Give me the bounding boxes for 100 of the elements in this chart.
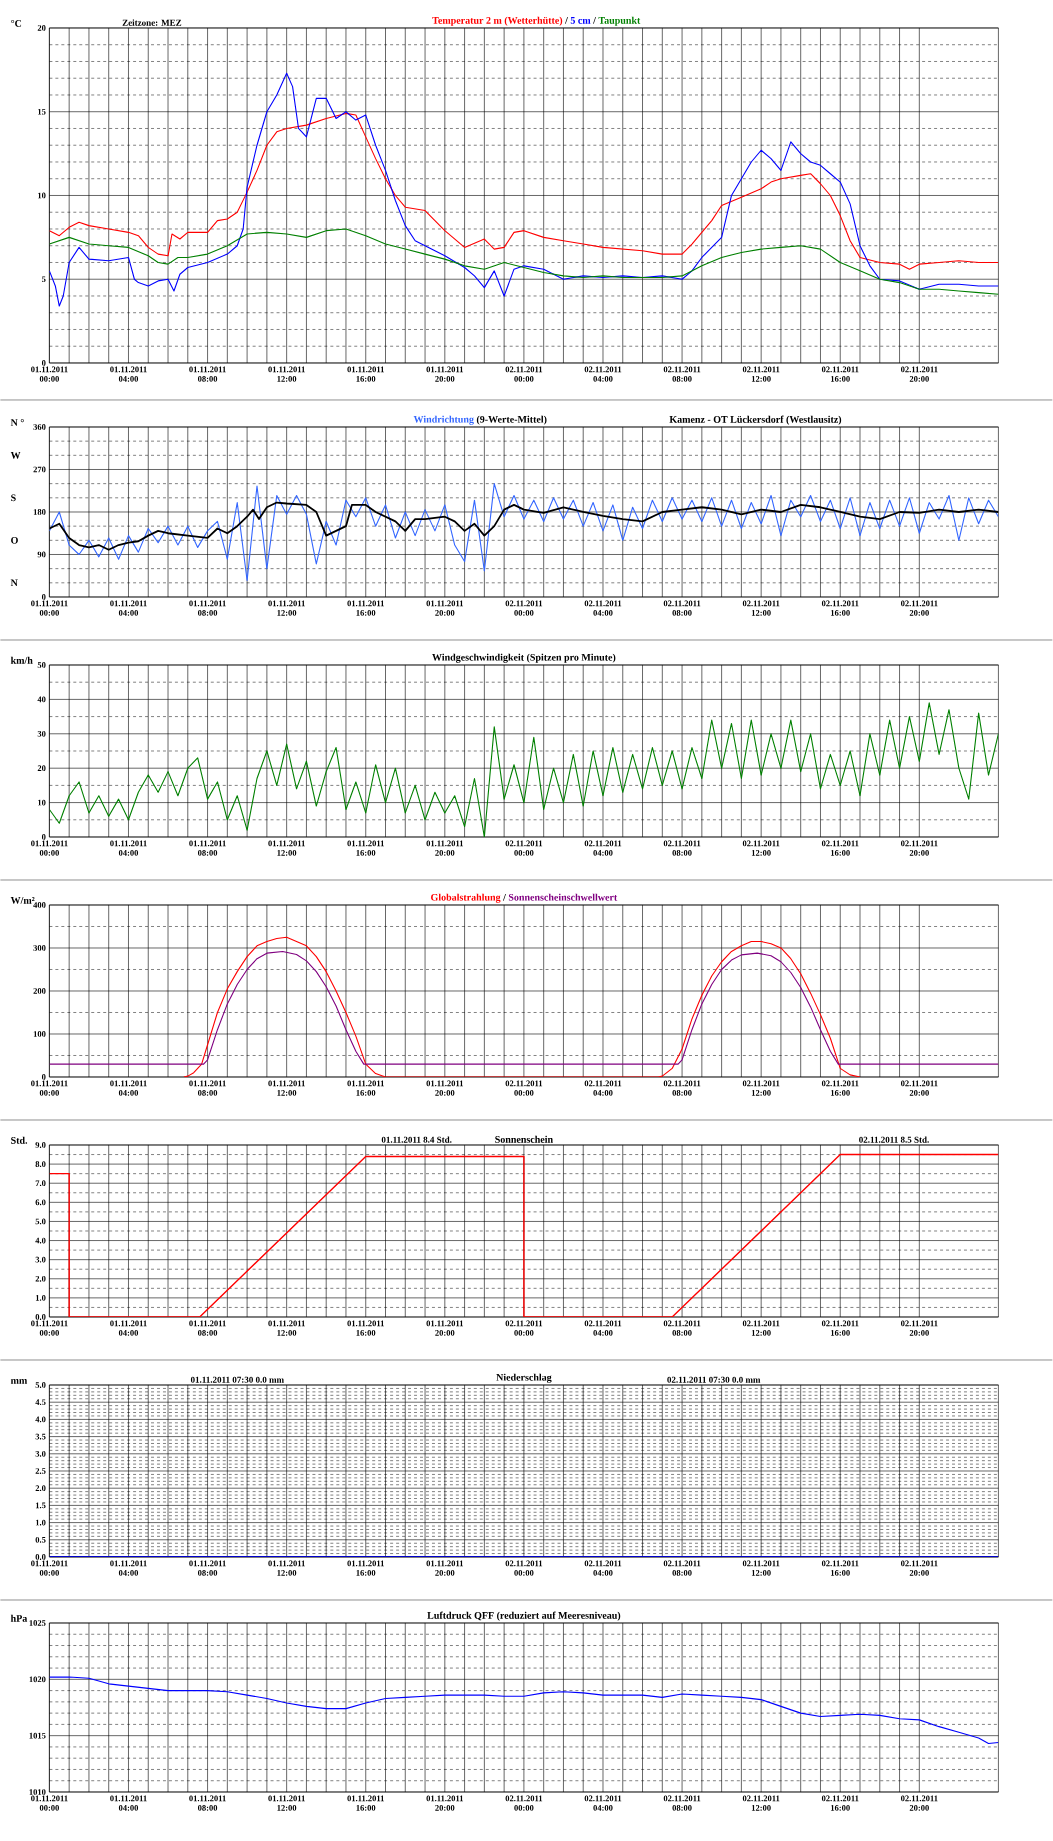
y-tick-label: 9.0	[35, 1142, 46, 1148]
text: /	[593, 17, 597, 24]
x-tick-label: 02.11.2011 00:00	[505, 366, 543, 382]
y-tick-label: 0.0	[35, 1554, 46, 1560]
text: Windrichtung	[413, 415, 474, 425]
text: 01.11.2011 07:30 0.0 mm	[190, 1376, 284, 1383]
x-tick-label: 01.11.2011 00:00	[31, 1795, 68, 1811]
x-tick-label: 02.11.2011 08:00	[663, 600, 701, 616]
chart-title: Windgeschwindigkeit (Spitzen pro Minute)	[432, 653, 616, 663]
x-tick-label: 02.11.2011 00:00	[505, 840, 543, 856]
text: /	[503, 893, 507, 901]
x-tick-label: 02.11.2011 04:00	[584, 1795, 622, 1811]
y-tick-label: 40	[37, 696, 46, 703]
x-tick-label: 01.11.2011 04:00	[110, 1320, 147, 1336]
x-tick-label: 01.11.2011 16:00	[347, 1795, 385, 1811]
x-tick-label: 01.11.2011 16:00	[347, 1560, 385, 1576]
y-tick-label: 1010	[29, 1789, 46, 1795]
y-tick-label: 0	[42, 360, 46, 366]
x-tick-label: 02.11.2011 12:00	[742, 1795, 780, 1811]
x-tick-label: 02.11.2011 20:00	[901, 1795, 938, 1811]
x-tick-label: 02.11.2011 20:00	[901, 840, 938, 856]
y-tick-label: 0	[42, 1074, 46, 1080]
y-tick-label: 1.0	[36, 1519, 46, 1526]
x-tick-label: 02.11.2011 12:00	[742, 366, 780, 382]
x-tick-label: 01.11.2011 08:00	[189, 366, 226, 382]
x-tick-label: 01.11.2011 20:00	[426, 1320, 464, 1336]
x-tick-label: 01.11.2011 04:00	[110, 366, 147, 382]
y-tick-label: 7.0	[35, 1180, 46, 1187]
y-tick-label: 30	[37, 730, 46, 737]
x-tick-label: 02.11.2011 20:00	[901, 600, 938, 616]
x-tick-label: 02.11.2011 16:00	[822, 366, 859, 382]
y-tick-label: 50	[37, 662, 46, 668]
y-tick-label: 4.0	[35, 1416, 46, 1423]
y-axis-title: mm	[10, 1379, 28, 1384]
y-axis-title: Std.	[11, 1136, 28, 1144]
text: S	[11, 494, 16, 502]
x-tick-label: 01.11.2011 16:00	[347, 600, 385, 616]
x-tick-label: 02.11.2011 12:00	[742, 600, 780, 616]
x-tick-label: 01.11.2011 16:00	[347, 366, 385, 382]
y-tick-label: 1015	[29, 1732, 46, 1739]
x-tick-label: 01.11.2011 12:00	[268, 600, 305, 616]
x-tick-label: 02.11.2011 00:00	[505, 600, 543, 616]
line-series	[49, 1153, 999, 1317]
x-tick-label: 01.11.2011 08:00	[189, 1080, 226, 1096]
text: (9-Werte-Mittel)	[476, 415, 547, 425]
text: Zeitzone: MEZ	[122, 19, 182, 26]
x-tick-label: 01.11.2011 08:00	[189, 1560, 226, 1576]
y-tick-label: 5.0	[35, 1382, 46, 1388]
text: Taupunkt	[598, 16, 641, 26]
x-tick-label: 02.11.2011 08:00	[663, 1560, 701, 1576]
x-tick-label: 02.11.2011 00:00	[505, 1080, 543, 1096]
x-tick-label: 02.11.2011 16:00	[822, 1320, 859, 1336]
y-tick-label: 0	[42, 594, 46, 600]
x-tick-label: 02.11.2011 16:00	[822, 1795, 859, 1811]
y-tick-label: 2.0	[35, 1275, 46, 1282]
chart-title: Kamenz - OT Lückersdorf (Westlausitz)	[669, 415, 842, 425]
y-tick-label: 100	[33, 1031, 46, 1037]
x-tick-label: 01.11.2011 20:00	[426, 366, 464, 382]
x-tick-label: 02.11.2011 12:00	[742, 1320, 780, 1336]
y-tick-label: 20	[37, 765, 46, 772]
x-tick-label: 01.11.2011 16:00	[347, 1080, 385, 1096]
x-tick-label: 01.11.2011 20:00	[426, 840, 464, 856]
x-tick-label: 02.11.2011 04:00	[584, 1080, 622, 1096]
y-axis-title: km/h	[10, 656, 33, 664]
y-tick-label: 10	[38, 192, 46, 199]
x-tick-label: 01.11.2011 04:00	[110, 840, 147, 856]
x-tick-label: 02.11.2011 12:00	[742, 840, 780, 856]
x-tick-label: 02.11.2011 16:00	[822, 1080, 859, 1096]
y-tick-label: 1025	[29, 1620, 46, 1626]
x-tick-label: 01.11.2011 04:00	[110, 1560, 147, 1576]
y-tick-label: 8.0	[35, 1161, 46, 1167]
x-tick-label: 01.11.2011 00:00	[31, 1320, 68, 1336]
y-tick-label: 4.0	[35, 1237, 46, 1244]
x-tick-label: 01.11.2011 12:00	[268, 1795, 305, 1811]
x-tick-label: 01.11.2011 12:00	[268, 840, 305, 856]
x-tick-label: 02.11.2011 08:00	[663, 366, 701, 382]
x-tick-label: 01.11.2011 20:00	[426, 600, 464, 616]
x-tick-label: 01.11.2011 00:00	[31, 840, 68, 856]
y-tick-label: 1020	[29, 1676, 46, 1683]
x-tick-label: 02.11.2011 16:00	[822, 600, 859, 616]
x-tick-label: 02.11.2011 08:00	[663, 1320, 701, 1336]
x-tick-label: 02.11.2011 04:00	[584, 600, 622, 616]
y-tick-label: 2.0	[35, 1485, 46, 1492]
y-tick-label: 0.0	[35, 1314, 46, 1320]
y-tick-label: 90	[37, 551, 46, 558]
text: 02.11.2011 8.5 Std.	[859, 1136, 929, 1143]
text: W	[10, 451, 21, 459]
x-tick-label: 02.11.2011 16:00	[822, 1560, 859, 1576]
x-tick-label: 01.11.2011 12:00	[268, 1560, 305, 1576]
x-tick-label: 01.11.2011 12:00	[268, 1080, 305, 1096]
text: Temperatur 2 m (Wetterhütte)	[432, 16, 563, 26]
y-tick-label: 0	[42, 834, 46, 840]
y-axis-title: W/m²	[10, 897, 35, 904]
text: Globalstrahlung	[431, 893, 501, 903]
x-tick-label: 01.11.2011 00:00	[31, 1560, 68, 1576]
y-tick-label: 180	[33, 509, 46, 515]
x-tick-label: 02.11.2011 12:00	[742, 1560, 780, 1576]
x-tick-label: 01.11.2011 00:00	[31, 366, 68, 382]
y-tick-label: 5.0	[35, 1218, 46, 1225]
x-tick-label: 01.11.2011 20:00	[426, 1795, 464, 1811]
